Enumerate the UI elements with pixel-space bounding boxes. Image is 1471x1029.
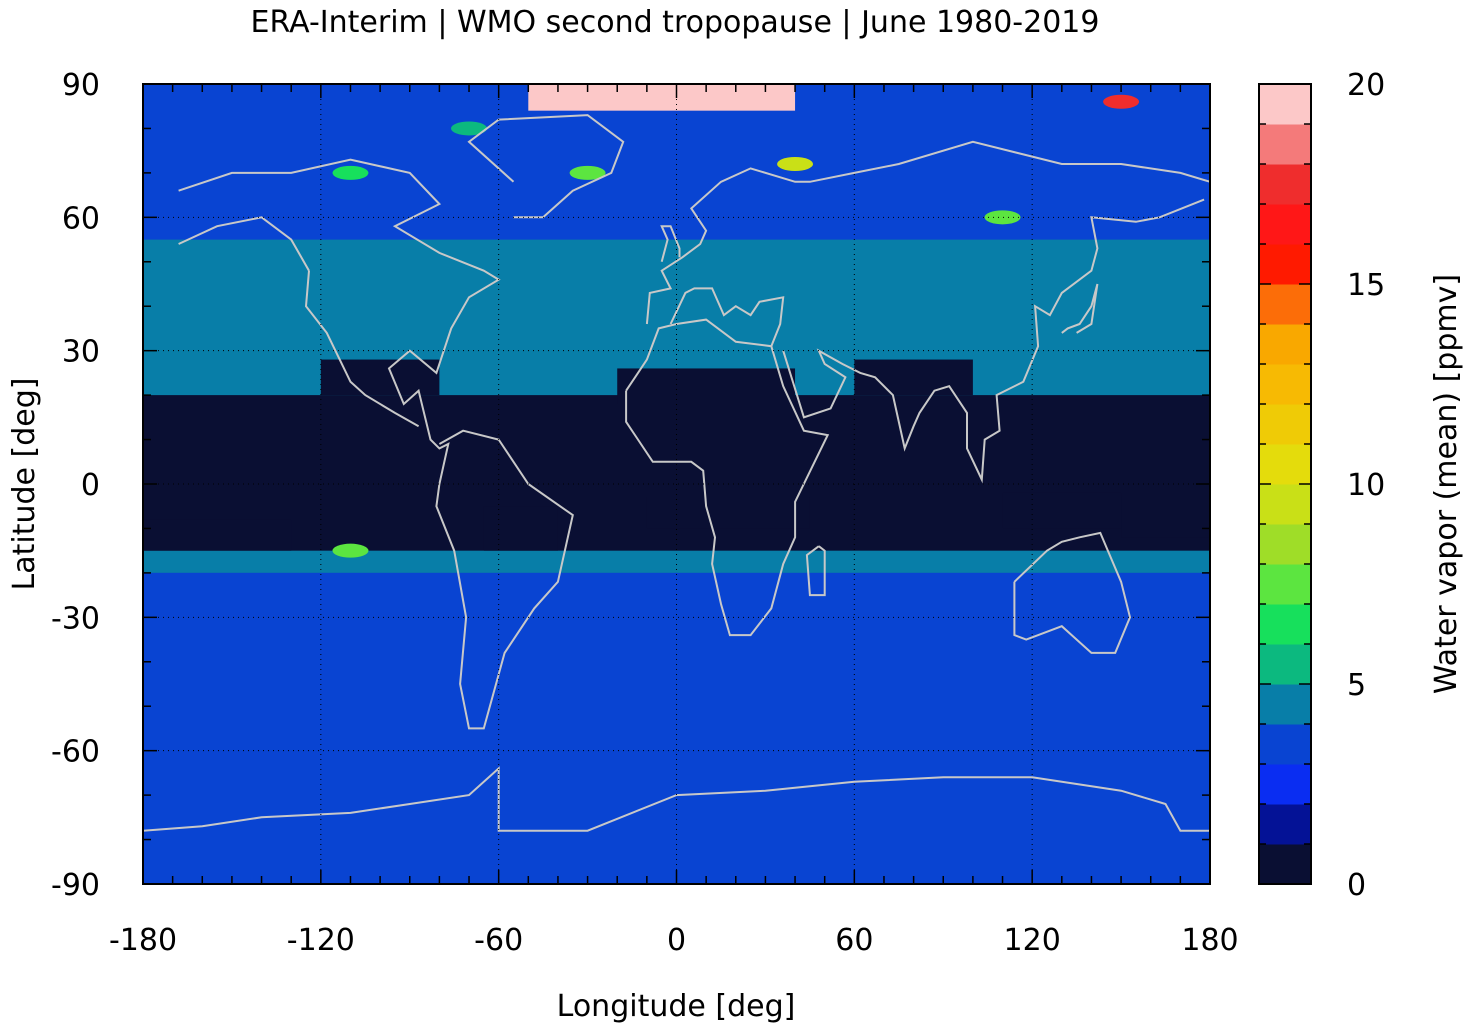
colorbar-bin — [1259, 284, 1311, 325]
coastline — [467, 114, 625, 219]
tropical-patch — [1002, 492, 1122, 529]
coastline — [669, 287, 785, 347]
chart-title: ERA-Interim | WMO second tropopause | Ju… — [251, 5, 1100, 40]
colorbar-bin — [1259, 404, 1311, 445]
x-axis-label: Longitude [deg] — [557, 989, 796, 1024]
coastline — [178, 158, 574, 730]
colorbar-bin — [1259, 524, 1311, 565]
x-tick-label: 120 — [1004, 923, 1061, 958]
colorbar-bin — [1259, 164, 1311, 205]
x-tick-label: 60 — [835, 923, 873, 958]
coastline — [625, 318, 830, 637]
x-tick-label: -60 — [474, 923, 523, 958]
tropical-patch — [617, 368, 796, 404]
tropical-patch — [646, 497, 810, 529]
y-tick-label: -60 — [51, 735, 100, 770]
colorbar-bin — [1259, 484, 1311, 525]
colorbar: 0 5 10 15 20 — [1258, 68, 1385, 903]
coastline — [304, 270, 420, 428]
colorbar-bin — [1259, 564, 1311, 605]
colorbar-tick-label: 10 — [1347, 468, 1385, 503]
region-north-atlantic-pacific — [143, 106, 1210, 240]
coastline — [805, 545, 826, 597]
y-tick-label: 60 — [62, 201, 100, 236]
x-axis: -180 -120 -60 0 60 120 180 — [109, 84, 1239, 958]
hotspot — [569, 165, 606, 180]
hotspot — [984, 210, 1021, 225]
colorbar-tick-label: 5 — [1347, 668, 1366, 703]
colorbar-bin — [1259, 684, 1311, 725]
colorbar-bin — [1259, 204, 1311, 245]
hotspot — [1103, 94, 1140, 109]
y-tick-label: -90 — [51, 868, 100, 903]
colorbar-bin — [1259, 124, 1311, 165]
colorbar-bin — [1259, 364, 1311, 405]
grid-lines — [143, 84, 1210, 884]
y-tick-label: 90 — [62, 68, 100, 103]
coastline-layer — [143, 114, 1210, 832]
colorbar-tick-label: 0 — [1347, 868, 1366, 903]
coastline — [1061, 283, 1099, 334]
colorbar-bin — [1259, 444, 1311, 485]
tropical-patch — [1121, 497, 1210, 538]
x-tick-label: -180 — [109, 923, 177, 958]
colorbar-bin — [1259, 764, 1311, 805]
colorbar-bin — [1259, 804, 1311, 845]
region-arctic-maximum — [528, 84, 796, 111]
coastline — [1013, 531, 1132, 654]
colorbar-bin — [1259, 724, 1311, 765]
hotspot — [777, 157, 814, 171]
colorbar-bin — [1259, 844, 1311, 885]
colorbar-bin — [1259, 604, 1311, 645]
colorbar-tick-label: 20 — [1347, 68, 1385, 103]
y-axis: 90 60 30 0 -30 -60 -90 — [51, 68, 1210, 903]
hotspot — [332, 165, 369, 180]
coastline — [178, 216, 310, 272]
colorbar-label: Water vapor (mean) [ppmv] — [1429, 274, 1464, 694]
coastline — [645, 140, 1210, 325]
y-tick-label: -30 — [51, 601, 100, 636]
tropical-patch — [483, 506, 558, 551]
y-tick-label: 0 — [81, 468, 100, 503]
tropical-patch — [143, 519, 292, 551]
colorbar-tick-label: 15 — [1347, 268, 1385, 303]
coastline — [660, 225, 681, 263]
x-tick-label: 180 — [1181, 923, 1238, 958]
hotspot — [332, 543, 369, 558]
x-tick-label: -120 — [287, 923, 355, 958]
colorbar-bin — [1259, 244, 1311, 285]
coastline — [782, 198, 1205, 484]
colorbar-bin — [1259, 324, 1311, 365]
tropical-patch — [320, 359, 440, 396]
y-tick-label: 30 — [62, 335, 100, 370]
coastline — [143, 766, 1210, 832]
y-axis-label: Latitude [deg] — [7, 378, 42, 591]
colorbar-bin — [1259, 644, 1311, 685]
x-tick-label: 0 — [667, 923, 686, 958]
heatmap-field — [143, 84, 1210, 884]
colorbar-bin — [1259, 84, 1311, 125]
hotspot — [539, 85, 576, 100]
hotspot — [451, 121, 488, 136]
